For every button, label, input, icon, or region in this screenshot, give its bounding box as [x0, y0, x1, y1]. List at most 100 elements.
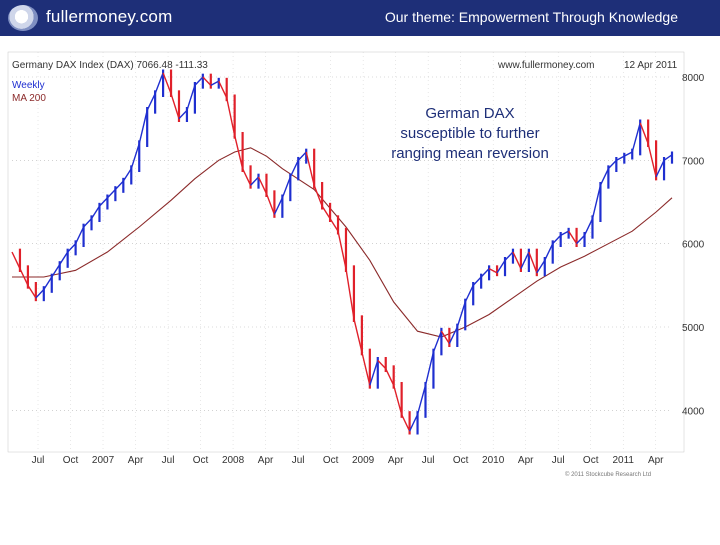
price-segment [329, 218, 339, 232]
price-segment [130, 143, 140, 169]
price-segment [591, 185, 602, 219]
x-tick-label: Oct [193, 455, 209, 466]
price-segment [162, 72, 172, 94]
price-segment [106, 189, 116, 199]
price-segment [448, 326, 458, 344]
x-tick-label: Oct [453, 455, 469, 466]
x-tick-labels: Jul Oct 2007 Apr Jul Oct 2008 Apr Jul Oct 2009 Apr J… [32, 455, 665, 466]
price-segment [305, 151, 315, 186]
price-segment [583, 218, 594, 236]
price-segment [576, 234, 586, 245]
price-segment [186, 85, 196, 111]
price-segment [273, 197, 283, 215]
chart-date: 12 Apr 2011 [624, 60, 678, 71]
x-tick-label: Oct [583, 455, 599, 466]
price-segment [194, 76, 204, 86]
price-segment [122, 168, 132, 182]
price-segment [83, 218, 93, 228]
price-segment [114, 180, 124, 190]
price-segment [623, 151, 633, 157]
chart-area: 8000 7000 6000 5000 4000 Jul Oct 2007 Apr Jul Oct… [0, 36, 720, 540]
price-segment [599, 168, 610, 186]
price-segment [385, 368, 395, 386]
price-segment [647, 143, 657, 178]
price-segment [520, 251, 530, 269]
price-segment [154, 72, 164, 94]
price-segment [607, 159, 617, 170]
price-segment [496, 259, 506, 274]
x-tick-label: Jul [422, 455, 435, 466]
x-tick-label: 2010 [482, 455, 505, 466]
price-segment [337, 231, 347, 269]
price-segment [51, 264, 61, 278]
y-tick-label: 6000 [682, 240, 705, 251]
price-segment [43, 276, 53, 290]
ma-200-line [12, 147, 673, 338]
x-tick-label: Apr [648, 455, 664, 466]
x-tick-label: Apr [388, 455, 404, 466]
price-segment [408, 414, 419, 432]
x-tick-label: Jul [162, 455, 175, 466]
price-segment [401, 414, 411, 432]
x-tick-label: Jul [292, 455, 305, 466]
price-segment [178, 109, 188, 120]
x-tick-label: Apr [128, 455, 144, 466]
price-segment [297, 151, 307, 161]
x-tick-label: Apr [258, 455, 274, 466]
price-segment [281, 176, 291, 199]
price-segment [202, 76, 212, 86]
annotation-line-3: ranging mean reversion [391, 145, 549, 162]
price-segment [321, 205, 331, 220]
price-segment [353, 318, 363, 353]
price-segment [369, 360, 379, 386]
dax-chart: 8000 7000 6000 5000 4000 Jul Oct 2007 Apr Jul Oct… [7, 51, 705, 478]
price-segment [568, 230, 578, 245]
x-tick-label: 2011 [612, 455, 634, 466]
annotation-line-1: German DAX [425, 105, 514, 122]
legend-ma200: MA 200 [12, 93, 46, 104]
chart-source: www.fullermoney.com [497, 60, 595, 71]
price-bars [11, 69, 674, 435]
price-segment [233, 135, 244, 169]
price-segment [146, 93, 156, 111]
y-tick-labels: 8000 7000 6000 5000 4000 [682, 73, 705, 417]
price-segment [345, 268, 355, 319]
price-segment [59, 251, 69, 265]
price-segment [504, 251, 514, 261]
price-segment [241, 168, 252, 186]
x-tick-label: 2008 [222, 455, 245, 466]
price-segment [512, 251, 522, 269]
brand-name: fullermoney.com [46, 7, 173, 26]
price-segment [560, 230, 569, 236]
price-segment [552, 234, 562, 245]
x-tick-label: Jul [552, 455, 565, 466]
y-tick-label: 8000 [682, 73, 705, 84]
price-segment [480, 268, 490, 278]
price-segment [19, 268, 29, 286]
price-segment [250, 176, 260, 186]
price-segment [90, 205, 101, 220]
price-segment [456, 301, 466, 328]
price-segment [488, 268, 498, 274]
price-segment [27, 284, 37, 299]
header-bar: fullermoney.com Our theme: Empowerment T… [0, 0, 720, 36]
price-segment [528, 251, 538, 274]
price-segment [639, 122, 649, 144]
price-segment [616, 155, 625, 161]
copyright: © 2011 Stockcube Research Ltd [565, 471, 651, 478]
price-segment [464, 285, 474, 303]
price-segment [377, 359, 387, 370]
price-segment [393, 385, 403, 415]
price-segment [35, 289, 45, 299]
price-segment [313, 185, 323, 207]
price-segment [663, 154, 673, 161]
price-segment [67, 243, 77, 253]
price-segment [265, 193, 276, 215]
price-segment [544, 243, 554, 261]
price-segment [289, 160, 299, 178]
x-tick-label: Oct [63, 455, 79, 466]
price-segment [11, 251, 21, 269]
price-segment [218, 80, 228, 99]
y-tick-label: 4000 [682, 406, 705, 417]
price-segment [536, 259, 546, 274]
